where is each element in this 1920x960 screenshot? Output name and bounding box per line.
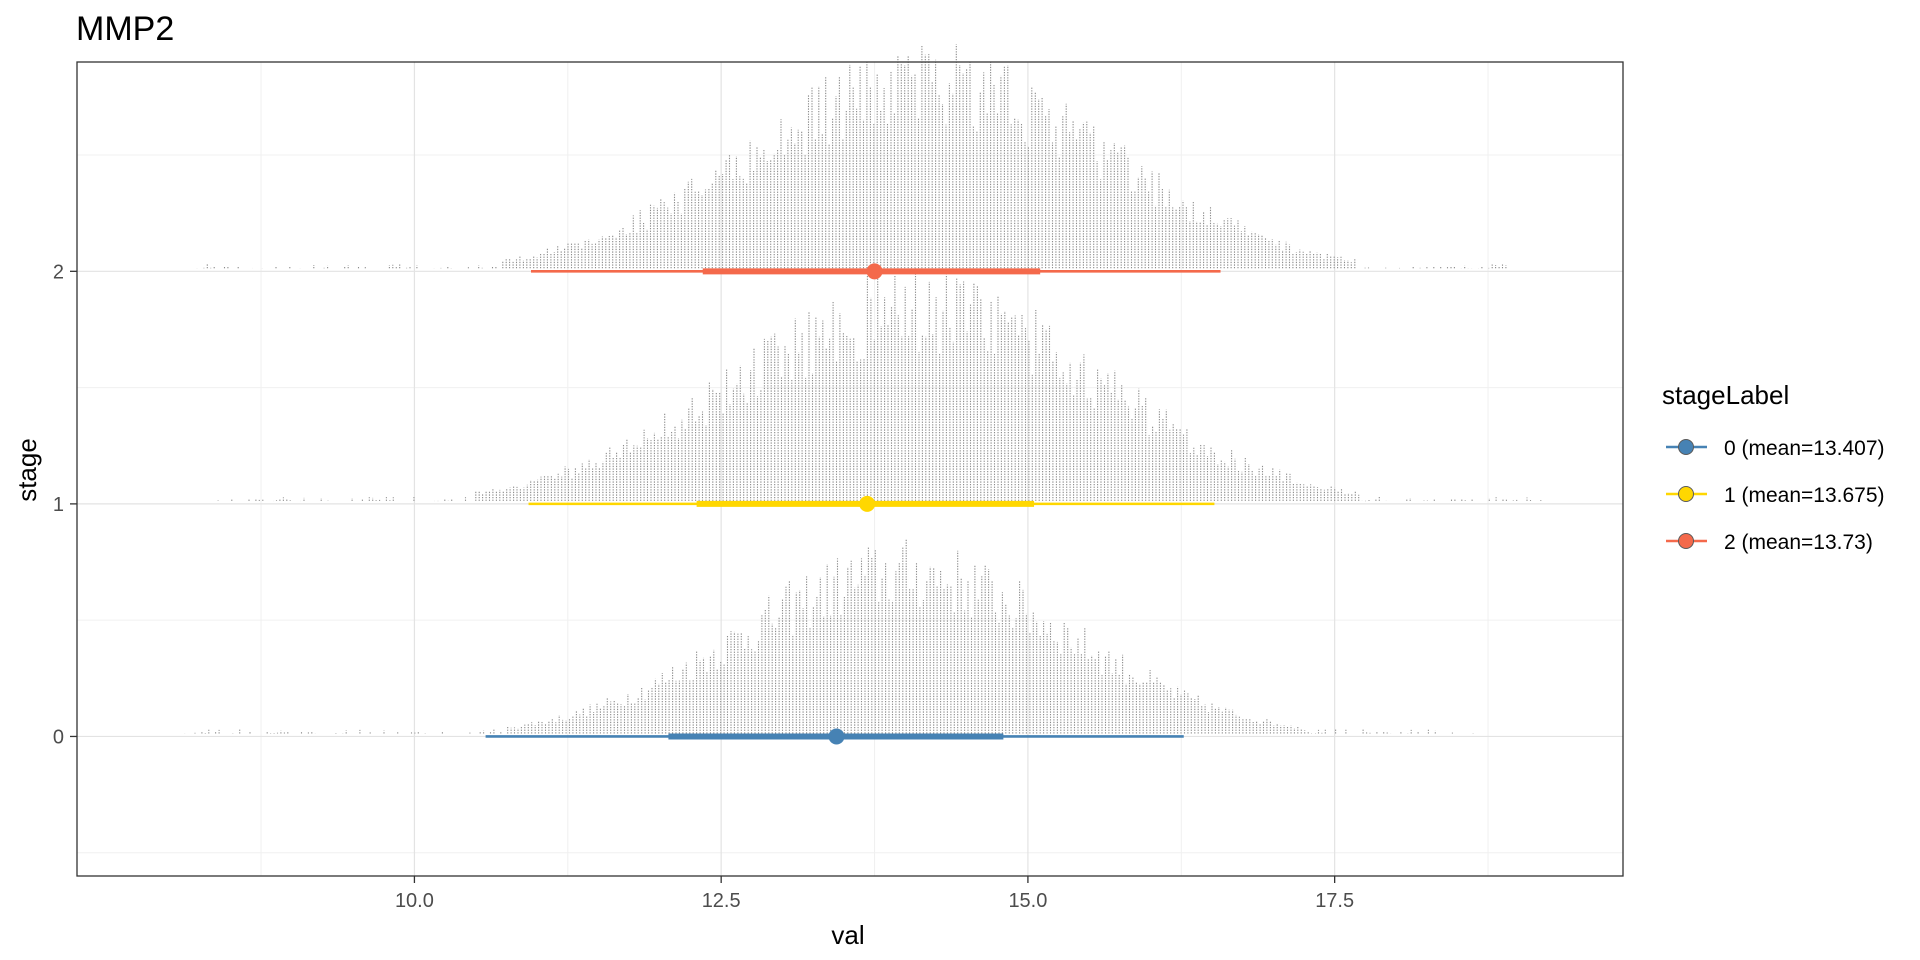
plot-panel	[76, 44, 1624, 877]
legend-key-0	[1678, 439, 1694, 455]
y-axis: 0 1 2	[53, 261, 77, 748]
dot-stacks	[184, 44, 1542, 734]
interval-bars	[485, 263, 1221, 745]
point-estimate-2	[866, 263, 883, 280]
y-tick-label: 0	[53, 726, 64, 748]
legend-label-1: 1 (mean=13.675)	[1724, 484, 1885, 507]
legend-key-2	[1678, 533, 1694, 549]
y-axis-title: stage	[12, 438, 42, 502]
x-axis: 10.0 12.5 15.0 17.5	[395, 876, 1354, 912]
panel-border	[76, 61, 1624, 877]
legend-title: stageLabel	[1662, 380, 1789, 410]
legend-items: 0 (mean=13.407) 1 (mean=13.675) 2 (mean=13…	[1666, 437, 1885, 554]
point-estimate-1	[859, 495, 876, 512]
x-tick-label: 17.5	[1315, 890, 1354, 912]
y-tick-label: 1	[53, 494, 64, 516]
y-tick-label: 2	[53, 261, 64, 283]
x-tick-label: 12.5	[702, 890, 741, 912]
x-axis-title: val	[831, 920, 864, 950]
legend: stageLabel 0 (mean=13.407) 1 (mean=13.675…	[1662, 380, 1885, 554]
legend-key-1	[1678, 486, 1694, 502]
chart-title: MMP2	[76, 10, 174, 48]
x-tick-label: 10.0	[395, 890, 434, 912]
x-tick-label: 15.0	[1008, 890, 1047, 912]
point-estimate-0	[828, 728, 845, 745]
legend-label-0: 0 (mean=13.407)	[1724, 437, 1885, 460]
legend-label-2: 2 (mean=13.73)	[1724, 531, 1873, 554]
